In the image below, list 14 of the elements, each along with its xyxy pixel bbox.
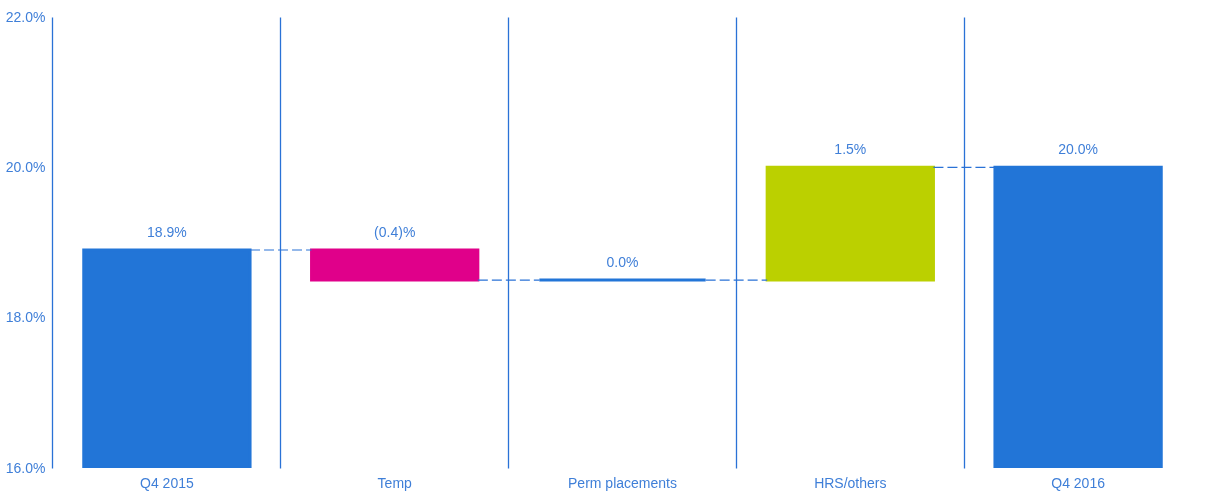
data-label: 18.9%: [147, 224, 187, 241]
y-tick-label: 18.0%: [5, 309, 46, 326]
x-tick-label: HRS/others: [814, 474, 887, 491]
x-tick-label: Temp: [377, 474, 413, 491]
x-tick-label: Q4 2015: [140, 474, 194, 491]
data-label: 20.0%: [1058, 141, 1098, 158]
y-tick-label: 20.0%: [5, 158, 46, 175]
data-label: (0.4)%: [374, 224, 416, 241]
data-label: 1.5%: [834, 141, 867, 158]
x-tick-label: Perm placements: [568, 474, 677, 491]
y-tick-label: 16.0%: [5, 459, 46, 476]
y-tick-label: 22.0%: [5, 8, 46, 25]
x-tick-label: Q4 2016: [1051, 474, 1106, 491]
data-label: 0.0%: [606, 254, 639, 271]
